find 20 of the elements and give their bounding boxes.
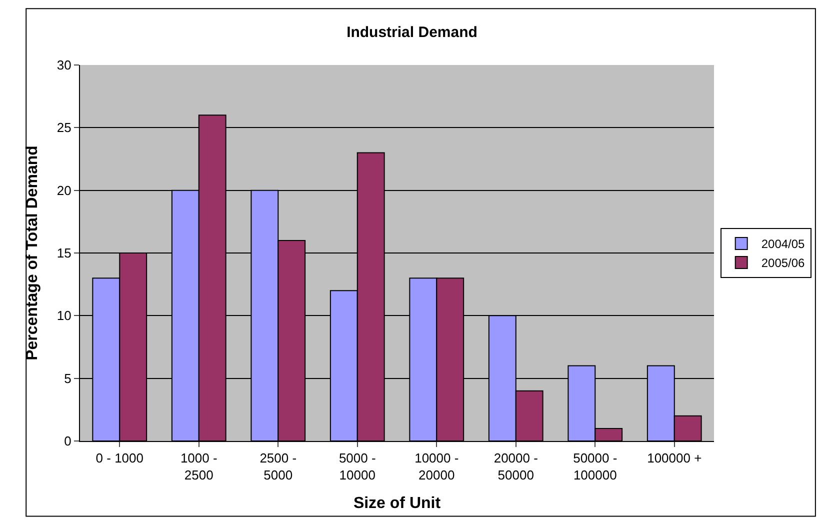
chart-title: Industrial Demand [346,24,478,42]
y-tick-label: 5 [64,370,72,386]
legend-label: 2004/05 [761,237,806,252]
y-tick-label: 30 [56,58,72,73]
x-tick-label: 10000 - 20000 [414,450,459,482]
y-tick-label: 20 [56,182,72,198]
x-tick-label: 100000 + [647,450,702,466]
x-tick-label: 1000 - 2500 [180,450,218,482]
legend-label: 2005/06 [761,256,806,270]
x-tick-label: 2500 - 5000 [260,450,297,482]
y-tick-label: 0 [64,434,72,449]
x-tick-label: 20000 - 50000 [494,450,538,482]
y-tick-label: 10 [56,308,72,324]
y-axis-title: Percentage of Total Demand [24,146,41,360]
y-tick-label: 25 [56,120,72,136]
x-tick-label: 5000 - 10000 [338,450,376,482]
y-tick-label: 15 [56,246,72,261]
x-tick-label: 0 - 1000 [96,450,144,466]
x-axis-title: Size of Unit [353,495,442,512]
x-tick-label: 50000 - 100000 [573,450,618,482]
